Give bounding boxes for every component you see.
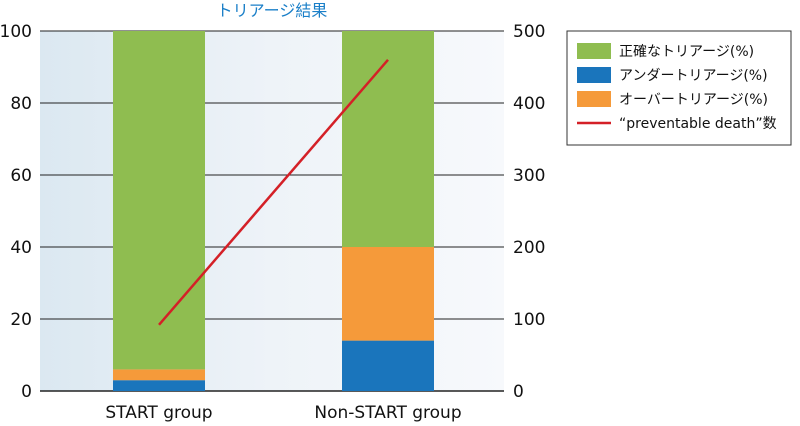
y2-tick-label: 500 bbox=[513, 22, 545, 42]
legend-swatch bbox=[577, 67, 611, 83]
category-label: Non-START group bbox=[314, 403, 461, 423]
y2-tick-label: 100 bbox=[513, 310, 545, 330]
legend-label: オーバートリアージ(%) bbox=[619, 92, 768, 108]
legend: 正確なトリアージ(%) アンダートリアージ(%) オーバートリアージ(%) “prev… bbox=[566, 30, 792, 146]
legend-label: アンダートリアージ(%) bbox=[619, 68, 768, 84]
bar-segment bbox=[342, 247, 434, 341]
plot-area bbox=[40, 31, 504, 391]
bar-segment bbox=[113, 369, 205, 381]
bar-segment bbox=[113, 31, 205, 370]
y2-tick-label: 0 bbox=[513, 382, 524, 402]
legend-label: 正確なトリアージ(%) bbox=[619, 44, 754, 60]
preventable-death-line bbox=[158, 58, 389, 326]
y2-tick-label: 400 bbox=[513, 94, 545, 114]
bar-segment bbox=[113, 380, 205, 391]
legend-label: “preventable death”数 bbox=[619, 116, 777, 132]
y-tick-label: 0 bbox=[21, 382, 32, 402]
legend-swatch bbox=[577, 43, 611, 59]
bar-segment bbox=[342, 31, 434, 247]
y-tick-label: 60 bbox=[10, 166, 32, 186]
y-tick-label: 40 bbox=[10, 238, 32, 258]
y2-tick-label: 300 bbox=[513, 166, 545, 186]
y-axis-left-ticks: 0 20 40 60 80 100 bbox=[0, 22, 32, 402]
line-series bbox=[158, 58, 389, 326]
y-axis-right-ticks: 0 100 200 300 400 500 bbox=[513, 22, 545, 402]
category-label: START group bbox=[105, 403, 212, 423]
y-tick-label: 20 bbox=[10, 310, 32, 330]
legend-swatch bbox=[577, 91, 611, 107]
y-tick-label: 100 bbox=[0, 22, 32, 42]
y2-tick-label: 200 bbox=[513, 238, 545, 258]
x-axis-categories: START group Non-START group bbox=[105, 403, 461, 423]
chart-title: トリアージ結果 bbox=[217, 1, 328, 20]
bar-segment bbox=[342, 340, 434, 391]
bars bbox=[113, 31, 434, 391]
y-tick-label: 80 bbox=[10, 94, 32, 114]
